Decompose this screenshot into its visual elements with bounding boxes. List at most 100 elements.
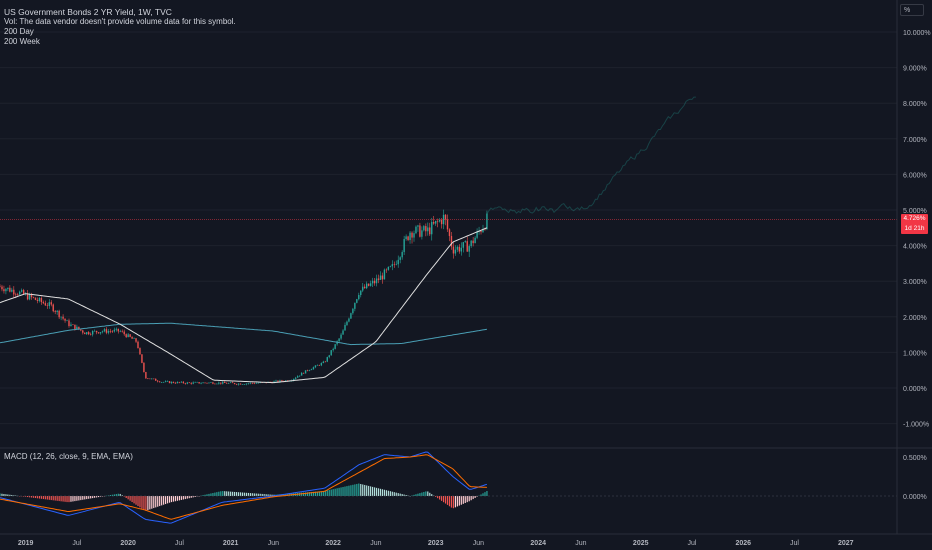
- macd-bar: [186, 496, 188, 499]
- macd-bar: [218, 491, 220, 496]
- candle-body: [54, 311, 56, 312]
- macd-bar: [145, 496, 147, 511]
- candle-body: [348, 318, 350, 322]
- macd-bar: [377, 488, 380, 496]
- macd-bar: [222, 491, 224, 496]
- macd-bar: [96, 496, 98, 498]
- macd-bar: [172, 496, 175, 502]
- macd-bar: [350, 485, 352, 496]
- candle-body: [277, 380, 279, 382]
- candle-body: [334, 344, 336, 349]
- macd-bar: [170, 496, 173, 503]
- candle-body: [480, 231, 482, 233]
- macd-bar: [366, 485, 368, 496]
- macd-bar: [267, 494, 269, 496]
- macd-bar: [486, 491, 488, 496]
- macd-bar: [375, 487, 378, 496]
- x-tick-label: 2021: [223, 540, 239, 547]
- x-tick-label: 2020: [120, 540, 136, 547]
- percent-scale-button[interactable]: %: [900, 4, 924, 16]
- candle-body: [42, 302, 45, 304]
- candle-body: [80, 329, 82, 331]
- candle-body: [289, 381, 291, 382]
- candle-body: [137, 341, 139, 349]
- candle-body: [295, 377, 297, 379]
- time-axis: 2019 Jul 2020 Jul 2021 Jun 2022 Jun 2023 Jun 2024 J…: [18, 540, 854, 547]
- candle-body: [99, 332, 102, 334]
- candle-body: [237, 383, 240, 385]
- macd-bar: [332, 489, 334, 496]
- macd-bar: [360, 484, 362, 496]
- macd-bar: [326, 490, 328, 496]
- candle-body: [251, 382, 254, 384]
- candle-body: [405, 236, 407, 240]
- macd-bar: [379, 488, 382, 496]
- macd-bar: [437, 496, 439, 499]
- macd-bar: [97, 496, 100, 498]
- macd-bar: [58, 496, 60, 502]
- candle-body: [306, 370, 309, 371]
- macd-bar: [174, 496, 177, 502]
- candle-body: [192, 382, 194, 384]
- macd-bar: [109, 495, 111, 496]
- macd-bar: [387, 490, 389, 496]
- macd-bar: [210, 493, 212, 496]
- macd-bar: [9, 494, 11, 496]
- macd-label[interactable]: MACD (12, 26, close, 9, EMA, EMA): [4, 452, 133, 461]
- candle-body: [13, 289, 15, 295]
- x-tick-label: Jun: [575, 540, 586, 547]
- candle-body: [275, 380, 277, 382]
- y-tick-label: 1.000%: [903, 350, 927, 357]
- macd-bar: [3, 494, 5, 496]
- candle-body: [30, 294, 33, 298]
- candle-body: [397, 259, 399, 265]
- grid: [0, 31, 897, 425]
- candle-body: [107, 331, 110, 333]
- candle-body: [58, 310, 60, 318]
- macd-bar: [251, 493, 253, 496]
- candle-body: [227, 383, 230, 384]
- candle-body: [330, 350, 332, 356]
- macd-bar: [322, 491, 324, 496]
- macd-bar: [168, 496, 171, 503]
- candle-body: [373, 280, 376, 284]
- candle-body: [360, 290, 362, 295]
- macd-bar: [94, 496, 96, 498]
- ma-200-week-label[interactable]: 200 Week: [4, 37, 40, 46]
- macd-bar: [243, 492, 246, 496]
- macd-bar: [330, 489, 332, 496]
- candle-body: [484, 228, 486, 230]
- candle-body: [235, 384, 238, 385]
- macd-bar: [180, 496, 182, 500]
- candle-body: [226, 382, 228, 384]
- y-tick-label: 0.000%: [903, 386, 927, 393]
- candle-body: [377, 278, 380, 280]
- macd-bar: [216, 492, 218, 496]
- x-tick-label: 2023: [428, 540, 444, 547]
- ma-200-day-label[interactable]: 200 Day: [4, 27, 34, 36]
- macd-bar: [439, 496, 441, 500]
- macd-bar: [56, 496, 58, 501]
- candle-body: [20, 290, 23, 292]
- macd-bar: [435, 496, 437, 497]
- macd-bar: [344, 486, 346, 496]
- macd-bar: [320, 491, 322, 496]
- candle-body: [36, 299, 39, 301]
- candle-body: [0, 286, 1, 288]
- candle-body: [170, 381, 173, 384]
- macd-bar: [370, 486, 372, 496]
- candle-body: [413, 233, 415, 238]
- macd-bar: [316, 491, 318, 496]
- candle-body: [322, 361, 325, 364]
- macd-bar: [54, 496, 56, 501]
- candle-body: [127, 334, 129, 338]
- macd-bar: [482, 493, 484, 496]
- macd-bar: [208, 493, 210, 496]
- candle-body: [95, 330, 98, 333]
- candle-body: [340, 334, 342, 339]
- macd-bar: [125, 496, 127, 498]
- candle-body: [224, 381, 226, 383]
- candle-body: [15, 294, 17, 295]
- candles: [0, 209, 488, 386]
